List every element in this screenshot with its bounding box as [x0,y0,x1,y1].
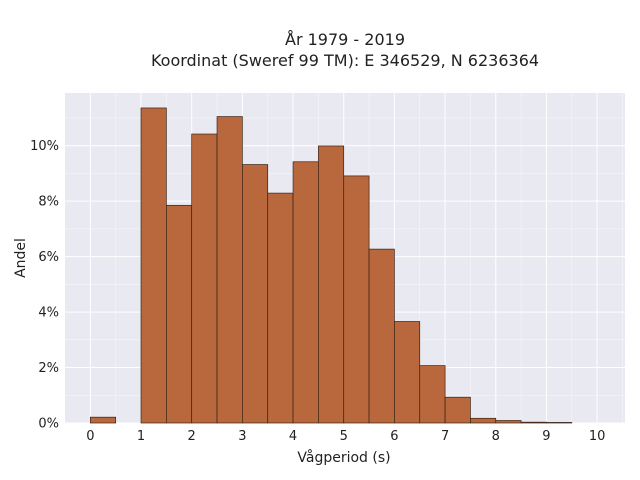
x-tick-label-0: 0 [86,429,94,444]
bar-2 [140,107,167,424]
x-tick-label-2: 2 [188,429,196,444]
x-tick-label-1: 1 [137,429,145,444]
bar-5 [216,116,243,424]
bar-4 [191,133,218,424]
y-tick-label-3: 6% [38,250,59,265]
bar-3 [166,204,193,424]
y-axis-ticks: 0% 2% 4% 6% 8% 10% [30,139,59,431]
bar-12 [394,321,421,424]
y-tick-label-4: 8% [38,195,59,210]
x-axis-ticks: 0 1 2 3 4 5 6 7 8 9 10 [86,429,605,444]
bar-13 [419,365,446,424]
x-tick-label-4: 4 [289,429,297,444]
bar-10 [343,175,370,424]
x-tick-label-7: 7 [441,429,449,444]
y-tick-label-5: 10% [30,139,59,154]
x-tick-label-9: 9 [542,429,550,444]
bar-8 [292,161,319,424]
bar-11 [368,248,395,424]
x-tick-label-8: 8 [492,429,500,444]
x-tick-label-10: 10 [589,429,606,444]
bar-0 [89,416,117,424]
bar-9 [318,145,345,424]
y-tick-label-2: 4% [38,306,59,321]
x-tick-label-3: 3 [238,429,246,444]
y-tick-label-1: 2% [38,361,59,376]
bar-15 [470,417,497,424]
y-tick-label-0: 0% [38,417,59,432]
x-tick-label-5: 5 [340,429,348,444]
bar-17 [520,421,547,424]
bar-14 [444,396,471,424]
y-axis-label: Andel [13,238,29,278]
bar-16 [495,420,522,424]
chart-title-line1: År 1979 - 2019 [285,30,405,49]
bar-18 [546,422,573,424]
bar-7 [267,192,294,424]
x-tick-label-6: 6 [390,429,398,444]
chart-title-line2: Koordinat (Sweref 99 TM): E 346529, N 62… [151,51,539,70]
x-axis-label: Vågperiod (s) [297,449,390,466]
bar-6 [242,164,269,424]
bars [89,107,573,424]
